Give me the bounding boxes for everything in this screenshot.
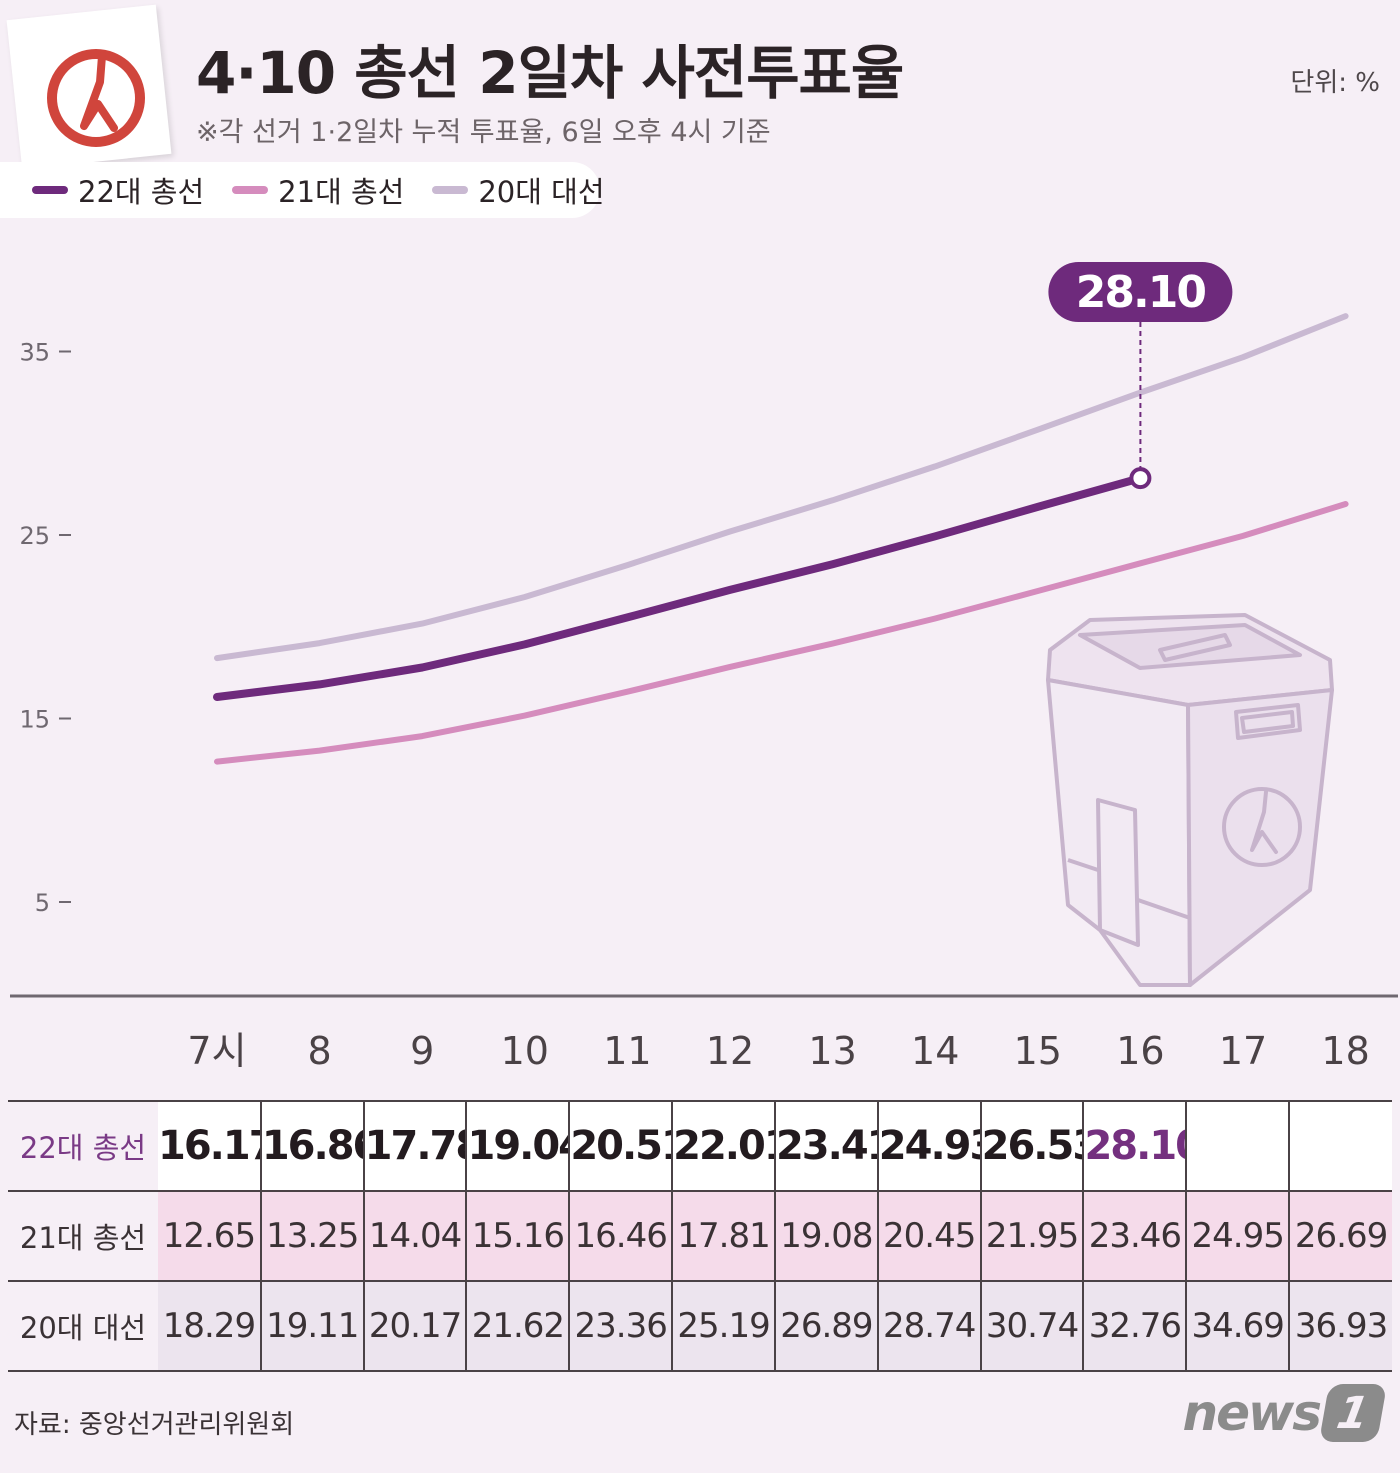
y-tick-label: 5 bbox=[35, 889, 50, 917]
table-cell: 18.29 bbox=[158, 1281, 261, 1372]
table-cell: 16.17 bbox=[158, 1100, 261, 1192]
table-row-20: 20대 대선 18.29 19.11 20.17 21.62 23.36 25.… bbox=[8, 1281, 1392, 1372]
y-tick-label: 35 bbox=[19, 339, 50, 367]
legend-label-22: 22대 총선 bbox=[78, 175, 205, 209]
table-cell: 20.45 bbox=[876, 1191, 981, 1282]
table-cell: 24.93 bbox=[876, 1100, 981, 1192]
legend-swatch-21 bbox=[232, 186, 269, 194]
legend-swatch-22 bbox=[32, 186, 68, 194]
brand-text: news bbox=[1182, 1384, 1322, 1442]
y-tick-label: 25 bbox=[19, 522, 50, 550]
legend-item-21: 21대 총선 bbox=[232, 169, 404, 211]
callout-value: 28.10 bbox=[1076, 267, 1206, 318]
table-cell: 20.51 bbox=[568, 1100, 673, 1192]
turnout-line-chart: 5 15 25 35 7시 8 9 10 11 12 13 14 15 16 17 18 28.10 bbox=[10, 262, 1398, 1073]
legend-swatch-20 bbox=[432, 186, 469, 194]
page-subtitle: ※각 선거 1·2일차 누적 투표율, 6일 오후 4시 기준 bbox=[196, 117, 771, 148]
table-cell: 22.01 bbox=[671, 1100, 775, 1192]
table-row-21: 21대 총선 12.65 13.25 14.04 15.16 16.46 17.… bbox=[8, 1191, 1392, 1282]
legend-item-22: 22대 총선 bbox=[32, 169, 204, 211]
x-tick-label: 13 bbox=[808, 1029, 856, 1073]
table-cell: 25.19 bbox=[671, 1281, 775, 1372]
data-table: 22대 총선 16.17 16.86 17.78 19.04 20.51 22.… bbox=[8, 1100, 1392, 1372]
table-cell: 36.93 bbox=[1288, 1281, 1392, 1372]
x-tick-label: 8 bbox=[308, 1029, 332, 1073]
ballot-stamp-icon bbox=[47, 49, 145, 147]
table-cell: 19.11 bbox=[259, 1281, 364, 1372]
legend-label-21: 21대 총선 bbox=[278, 175, 405, 209]
row-label-20: 20대 대선 bbox=[8, 1281, 158, 1372]
series-lines bbox=[213, 313, 1349, 765]
table-cell: 14.04 bbox=[362, 1191, 467, 1282]
table-cell: 34.69 bbox=[1185, 1281, 1290, 1372]
row-label-22: 22대 총선 bbox=[8, 1100, 158, 1192]
legend-item-20: 20대 대선 bbox=[432, 169, 605, 211]
news1-logo: news 1 bbox=[1182, 1384, 1388, 1442]
chart-legend: 22대 총선 21대 총선 20대 대선 bbox=[0, 162, 605, 218]
unit-label: 단위: % bbox=[1290, 68, 1380, 98]
table-cell: 26.53 bbox=[979, 1100, 1084, 1192]
table-cell: 28.74 bbox=[876, 1281, 981, 1372]
table-cell: 23.46 bbox=[1082, 1191, 1187, 1282]
x-tick-label: 14 bbox=[911, 1029, 959, 1073]
x-tick-label: 7시 bbox=[187, 1029, 246, 1073]
y-axis: 5 15 25 35 bbox=[19, 339, 71, 917]
table-cell-highlight: 28.10 bbox=[1082, 1100, 1187, 1192]
x-tick-label: 15 bbox=[1014, 1029, 1062, 1073]
row-label-21: 21대 총선 bbox=[8, 1191, 158, 1282]
ballot-box-illustration bbox=[1046, 613, 1334, 987]
table-cell: 15.16 bbox=[465, 1191, 570, 1282]
x-tick-label: 12 bbox=[706, 1029, 754, 1073]
x-axis-ticks: 7시 8 9 10 11 12 13 14 15 16 17 18 bbox=[187, 1029, 1369, 1073]
table-cell: 21.62 bbox=[465, 1281, 570, 1372]
table-cell: 23.36 bbox=[568, 1281, 673, 1372]
table-cell: 17.78 bbox=[362, 1100, 467, 1192]
table-cell: 13.25 bbox=[259, 1191, 364, 1282]
x-tick-label: 10 bbox=[501, 1029, 549, 1073]
table-cell: 23.41 bbox=[773, 1100, 878, 1192]
series-line-2 bbox=[214, 313, 1349, 662]
callout-point bbox=[1129, 467, 1152, 490]
table-cell: 30.74 bbox=[979, 1281, 1084, 1372]
series-line-0 bbox=[213, 474, 1145, 701]
brand-badge: 1 bbox=[1318, 1384, 1388, 1442]
table-cell: 26.69 bbox=[1288, 1191, 1392, 1282]
table-cell: 19.08 bbox=[773, 1191, 878, 1282]
x-tick-label: 16 bbox=[1116, 1029, 1164, 1073]
table-cell: 19.04 bbox=[465, 1100, 570, 1192]
page-title: 4·10 총선 2일차 사전투표율 bbox=[196, 39, 904, 107]
table-cell: 32.76 bbox=[1082, 1281, 1187, 1372]
x-tick-label: 18 bbox=[1321, 1029, 1369, 1073]
table-cell: 26.89 bbox=[773, 1281, 878, 1372]
table-cell: 17.81 bbox=[671, 1191, 775, 1282]
source-note: 자료: 중앙선거관리위원회 bbox=[14, 1410, 295, 1440]
table-cell: 16.86 bbox=[259, 1100, 364, 1192]
y-tick-label: 15 bbox=[19, 706, 50, 734]
table-cell: 20.17 bbox=[362, 1281, 467, 1372]
table-cell: 24.95 bbox=[1185, 1191, 1290, 1282]
table-cell: 12.65 bbox=[158, 1191, 261, 1282]
legend-label-20: 20대 대선 bbox=[478, 175, 605, 209]
table-cell bbox=[1288, 1100, 1392, 1192]
callout: 28.10 bbox=[1048, 262, 1233, 490]
series-line-1 bbox=[214, 501, 1349, 765]
table-cell: 21.95 bbox=[979, 1191, 1084, 1282]
x-tick-label: 9 bbox=[410, 1029, 434, 1073]
x-tick-label: 17 bbox=[1219, 1029, 1267, 1073]
table-cell: 16.46 bbox=[568, 1191, 673, 1282]
table-cell bbox=[1185, 1100, 1290, 1192]
callout-bubble bbox=[1048, 262, 1233, 322]
table-row-22: 22대 총선 16.17 16.86 17.78 19.04 20.51 22.… bbox=[8, 1100, 1392, 1192]
x-tick-label: 11 bbox=[603, 1029, 651, 1073]
